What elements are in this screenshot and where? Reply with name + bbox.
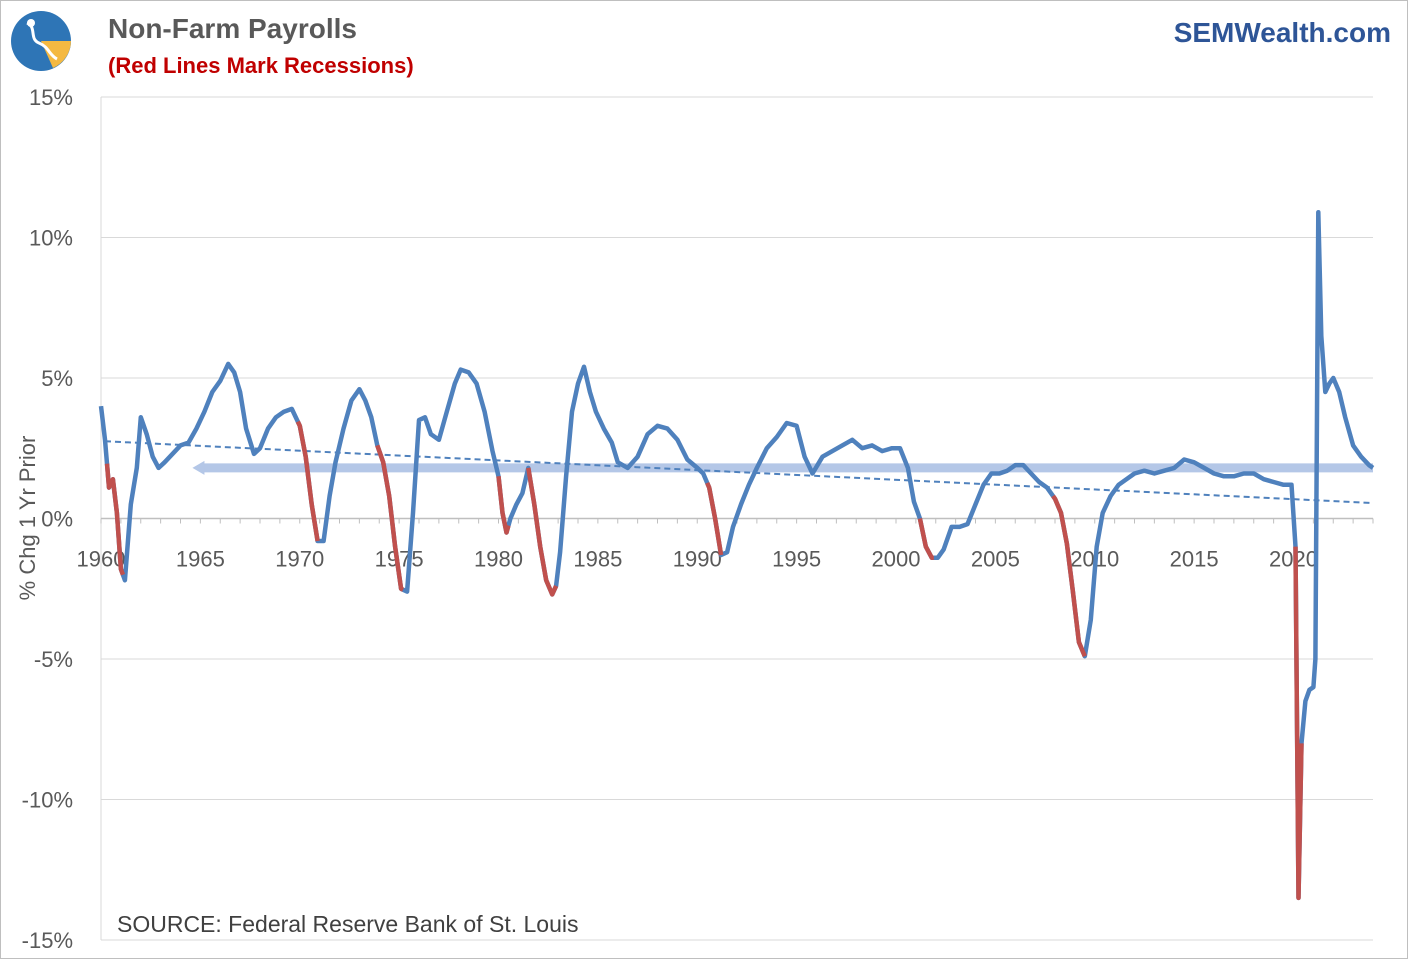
recession-segment — [104, 463, 126, 576]
recession-segment — [917, 518, 935, 561]
y-tick-label: 10% — [29, 226, 73, 251]
reference-arrow-icon — [192, 460, 205, 475]
y-tick-label: 0% — [41, 507, 73, 532]
x-tick-label: 1960 — [77, 547, 126, 572]
y-tick-label: 15% — [29, 85, 73, 110]
recession-segment — [295, 420, 320, 542]
recession-segment — [375, 444, 405, 592]
x-tick-label: 1965 — [176, 547, 225, 572]
x-tick-label: 2005 — [971, 547, 1020, 572]
y-axis-label: % Chg 1 Yr Prior — [15, 436, 40, 601]
recession-segment — [496, 476, 511, 535]
x-tick-label: 1990 — [673, 547, 722, 572]
recession-segment — [1293, 546, 1304, 901]
trend-line — [104, 440, 1374, 505]
brand-name: SEMWealth.com — [1173, 17, 1391, 48]
x-tick-label: 2015 — [1170, 547, 1219, 572]
x-axis: 1960 1965 1970 1975 1980 1985 1990 1995 2000 2005… — [77, 517, 1374, 572]
semwealth-logo-icon — [11, 11, 71, 71]
y-tick-labels: 15% 10% 5% 0% -5% -10% -15% — [22, 85, 73, 953]
x-tick-label: 1985 — [573, 547, 622, 572]
x-tick-label: 1980 — [474, 547, 523, 572]
x-tick-label: 1970 — [275, 547, 324, 572]
x-tick-label: 2000 — [872, 547, 921, 572]
chart-subtitle: (Red Lines Mark Recessions) — [108, 53, 414, 78]
chart-title: Non-Farm Payrolls — [108, 13, 357, 44]
series-layer — [98, 209, 1375, 901]
recession-segment — [1051, 494, 1087, 658]
recession-segment — [526, 467, 559, 597]
grid-lines — [100, 96, 1373, 941]
y-tick-label: 5% — [41, 366, 73, 391]
y-tick-label: -5% — [34, 647, 73, 672]
recession-segment — [705, 482, 724, 556]
y-tick-label: -10% — [22, 788, 73, 813]
source-note: SOURCE: Federal Reserve Bank of St. Loui… — [117, 911, 579, 937]
payrolls-series-line — [98, 209, 1375, 901]
y-tick-label: -15% — [22, 928, 73, 953]
x-tick-label: 1995 — [772, 547, 821, 572]
